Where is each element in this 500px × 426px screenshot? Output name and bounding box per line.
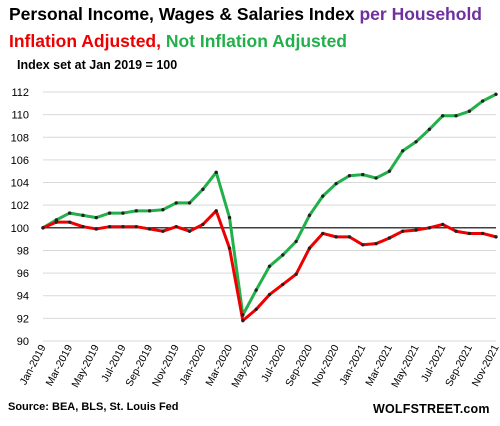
data-point bbox=[147, 227, 152, 231]
brand-logo-text: WOLFSTREET.com bbox=[373, 402, 490, 416]
data-point bbox=[214, 209, 218, 213]
data-point bbox=[187, 229, 192, 233]
data-point bbox=[387, 169, 392, 173]
data-point bbox=[227, 246, 232, 250]
data-point bbox=[41, 226, 45, 230]
data-point bbox=[480, 99, 485, 103]
data-point bbox=[494, 92, 498, 96]
data-point bbox=[107, 211, 112, 215]
data-point bbox=[294, 272, 298, 276]
data-point bbox=[94, 215, 98, 220]
data-point bbox=[414, 140, 418, 144]
data-point bbox=[161, 208, 165, 212]
data-point bbox=[347, 174, 352, 178]
data-point bbox=[174, 224, 178, 229]
data-point bbox=[374, 176, 378, 180]
y-tick-label: 92 bbox=[17, 313, 29, 325]
data-point bbox=[174, 201, 178, 205]
data-point bbox=[294, 239, 298, 244]
data-point bbox=[281, 253, 285, 257]
data-point bbox=[374, 241, 378, 246]
data-point bbox=[267, 292, 272, 297]
series-lines bbox=[41, 92, 498, 323]
data-point bbox=[201, 187, 205, 192]
series-red-label: Inflation Adjusted, bbox=[9, 31, 161, 51]
data-point bbox=[441, 114, 445, 118]
data-point bbox=[214, 170, 218, 175]
data-point bbox=[334, 181, 338, 186]
y-tick-label: 90 bbox=[17, 336, 29, 348]
y-tick-label: 108 bbox=[11, 132, 29, 144]
data-point bbox=[67, 220, 72, 224]
data-point bbox=[107, 224, 112, 229]
data-point bbox=[347, 235, 352, 239]
data-point bbox=[387, 236, 392, 240]
data-point bbox=[201, 222, 205, 227]
data-point bbox=[441, 222, 445, 227]
data-point bbox=[321, 231, 325, 236]
data-point bbox=[494, 235, 498, 239]
source-note: Source: BEA, BLS, St. Louis Fed bbox=[8, 401, 179, 413]
y-tick-label: 102 bbox=[11, 200, 29, 212]
y-tick-label: 96 bbox=[17, 268, 29, 280]
data-point bbox=[241, 313, 245, 317]
y-tick-label: 100 bbox=[11, 223, 29, 235]
y-tick-label: 98 bbox=[17, 245, 29, 257]
data-point bbox=[121, 211, 125, 215]
data-point bbox=[361, 243, 365, 247]
data-point bbox=[427, 226, 432, 230]
y-tick-label: 112 bbox=[11, 87, 29, 99]
data-point bbox=[321, 194, 325, 198]
data-point bbox=[134, 224, 138, 229]
data-point bbox=[161, 229, 165, 233]
series-line bbox=[41, 92, 498, 317]
data-point bbox=[227, 215, 232, 220]
data-point bbox=[480, 231, 485, 236]
chart-subtitle: Index set at Jan 2019 = 100 bbox=[17, 58, 178, 72]
data-point bbox=[414, 228, 418, 232]
chart-series-heading: Inflation Adjusted, Not Inflation Adjust… bbox=[9, 31, 347, 52]
data-point bbox=[467, 231, 472, 236]
data-point bbox=[307, 213, 312, 218]
data-point bbox=[267, 264, 272, 268]
data-point bbox=[401, 149, 405, 153]
series-green-label: Not Inflation Adjusted bbox=[165, 31, 347, 51]
data-point bbox=[94, 227, 98, 231]
chart-title: Personal Income, Wages & Salaries Index … bbox=[9, 4, 482, 25]
chart-title-highlight: per Household bbox=[359, 4, 482, 24]
chart-title-main: Personal Income, Wages & Salaries Index bbox=[9, 4, 355, 24]
data-point bbox=[361, 172, 365, 177]
data-point bbox=[241, 318, 245, 323]
x-tick-label: Jul-2021 bbox=[419, 343, 449, 384]
data-point bbox=[467, 109, 472, 113]
x-tick-label: Jul-2020 bbox=[259, 343, 289, 384]
data-point bbox=[187, 201, 192, 205]
series-points bbox=[41, 92, 498, 323]
y-tick-label: 104 bbox=[11, 178, 29, 190]
data-point bbox=[307, 246, 312, 250]
y-tick-label: 110 bbox=[11, 110, 29, 122]
data-point bbox=[54, 220, 59, 224]
y-tick-label: 94 bbox=[17, 291, 29, 303]
data-point bbox=[454, 114, 458, 118]
data-point bbox=[254, 307, 258, 312]
data-point bbox=[454, 229, 458, 233]
data-point bbox=[81, 213, 85, 218]
data-point bbox=[81, 224, 85, 229]
data-point bbox=[121, 224, 125, 229]
x-axis-ticks: Jan-2019Mar-2019May-2019Jul-2019Sep-2019… bbox=[17, 343, 500, 390]
data-point bbox=[147, 209, 152, 213]
data-point bbox=[254, 288, 258, 292]
data-point bbox=[427, 127, 432, 132]
data-point bbox=[281, 282, 285, 287]
data-point bbox=[401, 229, 405, 233]
y-tick-label: 106 bbox=[11, 155, 29, 167]
data-point bbox=[334, 235, 338, 239]
y-axis-ticks: 90 92 94 96 98 100 102 104 106 108 110 112 bbox=[11, 87, 29, 348]
data-point bbox=[134, 209, 138, 213]
x-tick-label: Jul-2019 bbox=[99, 343, 129, 384]
data-point bbox=[67, 211, 72, 215]
